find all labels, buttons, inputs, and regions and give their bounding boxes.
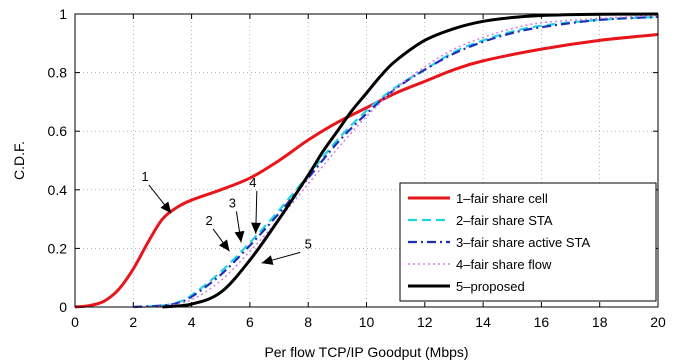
- annotation-label-1: 1: [141, 169, 148, 184]
- x-tick-label: 14: [475, 314, 491, 330]
- annotation-label-3: 3: [229, 195, 236, 210]
- x-tick-label: 2: [129, 314, 137, 330]
- series-lines: [74, 12, 659, 309]
- y-tick-label: 0.2: [48, 240, 68, 256]
- y-tick-label: 0.6: [48, 123, 68, 139]
- x-tick-label: 20: [650, 314, 666, 330]
- x-tick-label: 12: [417, 314, 433, 330]
- annotation-arrowhead-5: [261, 255, 274, 265]
- y-axis-title: C.D.F.: [11, 141, 27, 180]
- annotation-label-5: 5: [305, 236, 312, 251]
- x-tick-label: 6: [246, 314, 254, 330]
- x-tick-label: 8: [304, 314, 312, 330]
- annotation-arrowhead-1: [160, 201, 172, 214]
- series-line-1: [74, 33, 659, 309]
- y-tick-label: 0.4: [48, 182, 68, 198]
- series-line-2: [133, 15, 659, 309]
- annotation-label-4: 4: [249, 175, 256, 190]
- x-tick-label: 10: [359, 314, 375, 330]
- y-tick-label: 0: [59, 299, 67, 315]
- series-line-3: [133, 15, 659, 309]
- legend-label-3: 3–fair share active STA: [456, 235, 590, 250]
- legend-label-2: 2–fair share STA: [456, 213, 553, 228]
- series-line-5: [162, 12, 659, 309]
- y-tick-label: 1: [59, 6, 67, 22]
- x-tick-label: 0: [71, 314, 79, 330]
- legend-label-4: 4–fair share flow: [456, 257, 552, 272]
- x-axis-title: Per flow TCP/IP Goodput (Mbps): [264, 344, 468, 360]
- y-tick-label: 0.8: [48, 65, 68, 81]
- legend: 1–fair share cell 2–fair share STA 3–fair …: [399, 182, 657, 302]
- x-tick-label: 4: [188, 314, 196, 330]
- x-tick-label: 18: [592, 314, 608, 330]
- annotation-arrowhead-3: [234, 230, 245, 243]
- annotation-arrowhead-2: [219, 239, 230, 252]
- x-tick-label: 16: [534, 314, 550, 330]
- annotations: 1 2 34 5: [141, 169, 312, 265]
- legend-box: [399, 182, 657, 302]
- annotation-arrowhead-4: [251, 222, 261, 234]
- annotation-label-2: 2: [205, 213, 212, 228]
- legend-label-5: 5–proposed: [456, 279, 525, 294]
- legend-label-1: 1–fair share cell: [456, 191, 548, 206]
